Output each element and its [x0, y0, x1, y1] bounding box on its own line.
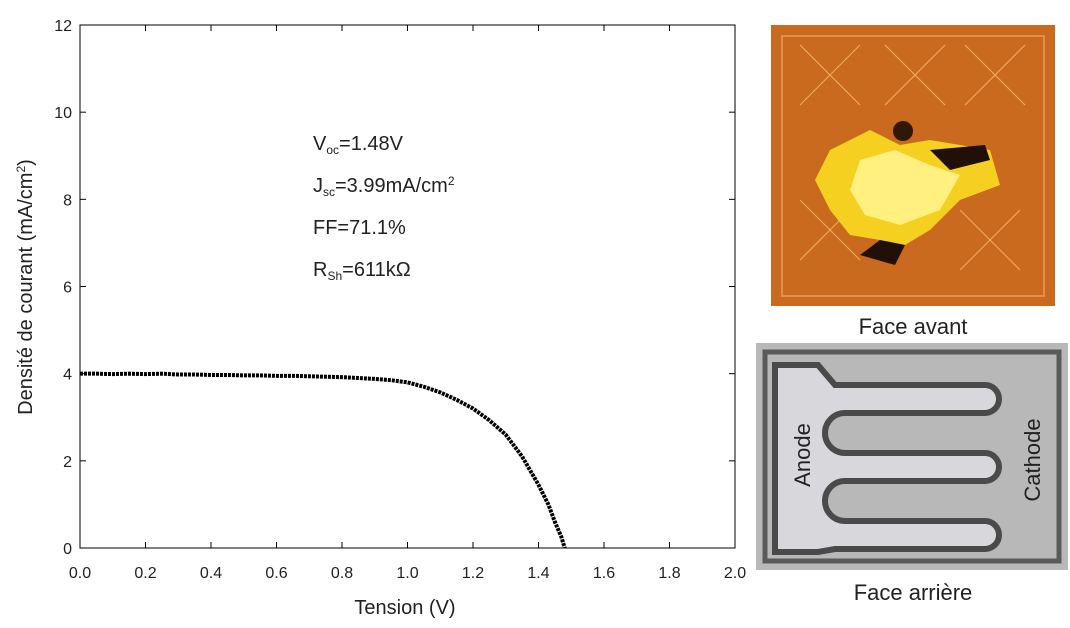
y-tick-label: 2: [63, 454, 72, 471]
front-caption: Face avant: [859, 314, 968, 339]
front-photo: [771, 25, 1055, 306]
text: J: [313, 175, 323, 197]
superscript: 2: [14, 166, 28, 173]
text: Densité de courant (mA/cm: [15, 173, 37, 415]
annotation: RSh=611kΩ: [313, 259, 411, 283]
x-tick-label: 1.0: [396, 565, 418, 582]
text: R: [313, 259, 327, 281]
back-caption: Face arrière: [854, 580, 973, 605]
anode-label: Anode: [790, 423, 815, 487]
x-tick-label: 1.8: [658, 565, 680, 582]
annotation: Voc=1.48V: [313, 133, 404, 157]
x-tick-label: 0.4: [200, 565, 222, 582]
subscript: Sh: [327, 269, 342, 283]
x-tick-label: 0.8: [331, 565, 353, 582]
x-tick-label: 0.6: [265, 565, 287, 582]
data-line: [80, 371, 567, 549]
text: ): [15, 159, 37, 166]
x-tick-label: 1.4: [527, 565, 549, 582]
subscript: oc: [326, 143, 339, 157]
text: =3.99mA/cm: [335, 175, 448, 197]
superscript: 2: [448, 174, 455, 188]
x-tick-label: 2.0: [724, 565, 746, 582]
y-tick-label: 10: [54, 105, 72, 122]
y-tick-label: 4: [63, 367, 72, 384]
text: =611kΩ: [342, 259, 411, 281]
y-axis-label: Densité de courant (mA/cm2): [14, 159, 37, 415]
text: V: [313, 133, 327, 155]
x-tick-label: 1.2: [462, 565, 484, 582]
annotation: Jsc=3.99mA/cm2: [313, 174, 455, 199]
y-tick-label: 0: [63, 541, 72, 558]
cathode-label: Cathode: [1020, 418, 1045, 501]
x-axis-label: Tension (V): [354, 597, 455, 619]
y-tick-label: 8: [63, 192, 72, 209]
text: FF=71.1%: [313, 217, 406, 239]
plot-frame: [79, 24, 736, 549]
y-tick-label: 6: [63, 280, 72, 297]
x-tick-label: 0.2: [134, 565, 156, 582]
annotations: Voc=1.48V Jsc=3.99mA/cm2 FF=71.1% RSh=611kΩ: [313, 133, 455, 283]
y-tick-label: 12: [54, 18, 72, 35]
x-tick-label: 0.0: [69, 565, 91, 582]
subscript: sc: [323, 185, 335, 199]
back-photo: [756, 343, 1068, 570]
text: =1.48V: [339, 133, 404, 155]
annotation: FF=71.1%: [313, 217, 406, 239]
x-tick-label: 1.6: [593, 565, 615, 582]
